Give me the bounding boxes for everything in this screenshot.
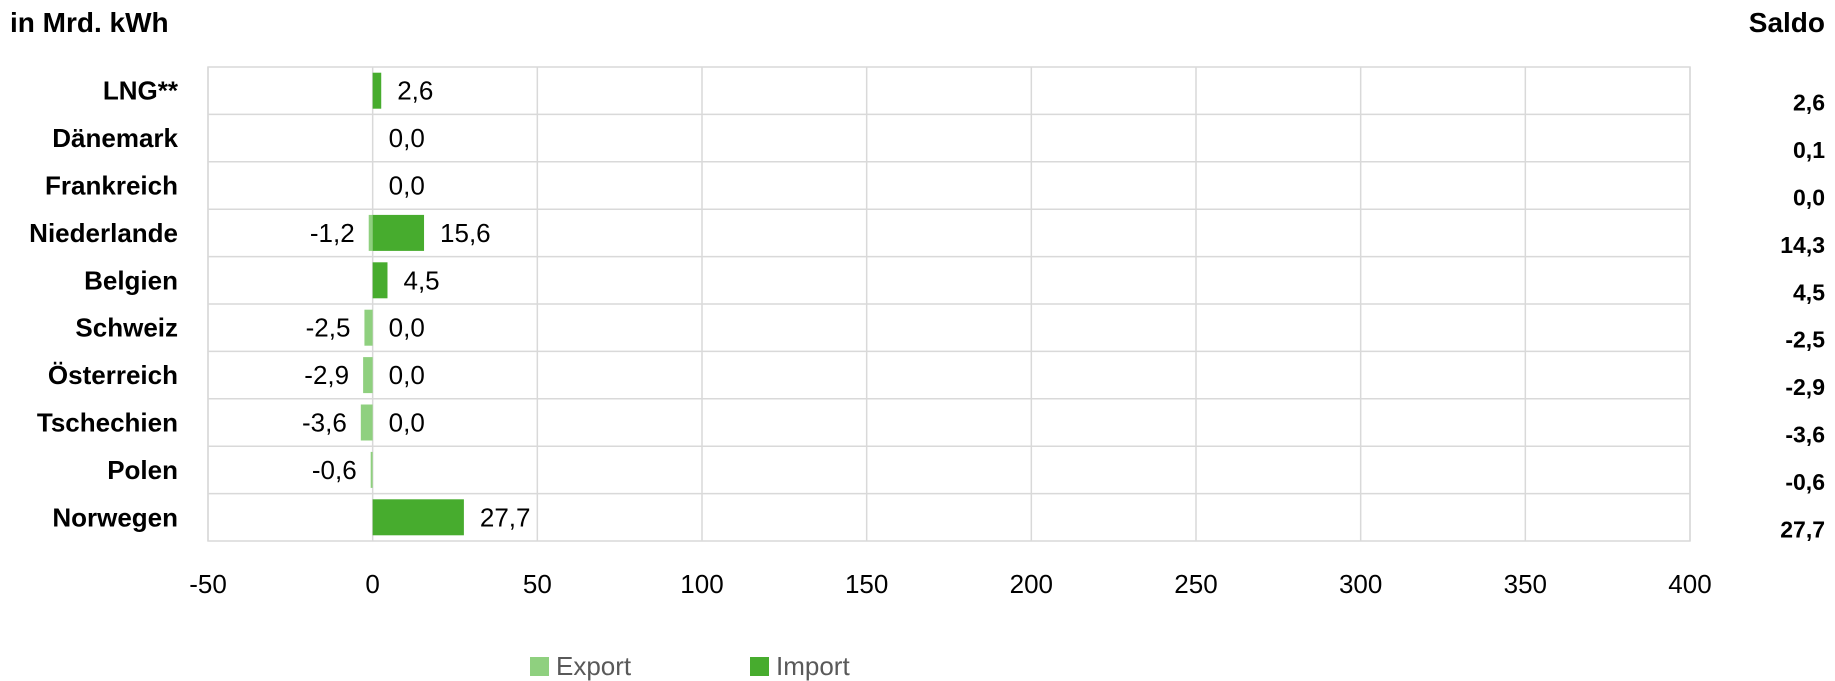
bar-import [372,262,388,299]
x-tick-label: -50 [189,569,227,599]
unit-label: in Mrd. kWh [10,7,169,38]
saldo-value: 0,1 [1793,137,1825,163]
category-label: Dänemark [52,123,178,153]
bar-import [372,499,464,536]
saldo-value: 2,6 [1793,90,1825,116]
bar-import [372,214,425,251]
saldo-value: -2,9 [1785,374,1825,400]
saldo-value: -2,5 [1785,327,1825,353]
data-label-export: -3,6 [302,408,347,438]
data-label-export: -1,2 [310,218,355,248]
x-tick-label: 100 [680,569,723,599]
category-label: Österreich [48,360,178,390]
labels: -50 0 50 100 150 200 250 300 350 400 LNG** 2,6 2,6 Dä… [29,76,1825,599]
data-label-export: -2,9 [304,360,349,390]
plot-grid [207,66,1691,542]
legend-swatch-import [750,657,769,676]
category-label: Polen [107,455,178,485]
data-label-import: 2,6 [397,76,433,106]
bar-export [360,404,373,441]
data-label-import: 4,5 [403,265,439,295]
data-label-import: 15,6 [440,218,491,248]
category-label: Belgien [84,265,178,295]
data-label-import: 0,0 [389,123,425,153]
saldo-value: -3,6 [1785,422,1825,448]
saldo-value: 27,7 [1780,516,1825,542]
category-label: Niederlande [29,218,178,248]
bar-export [363,357,373,394]
x-tick-label: 350 [1504,569,1547,599]
bar-export [368,214,373,251]
legend-swatch-export [530,657,549,676]
bar-export [370,451,373,488]
category-label: LNG** [103,76,179,106]
bars [360,72,464,536]
saldo-value: -0,6 [1785,469,1825,495]
x-tick-label: 400 [1668,569,1711,599]
x-tick-label: 50 [523,569,552,599]
legend-label-export: Export [556,651,632,681]
category-label: Tschechien [37,408,178,438]
data-label-import: 0,0 [389,171,425,201]
data-label-export: -2,5 [306,313,351,343]
x-tick-label: 0 [365,569,379,599]
bar-export [364,309,373,346]
data-label-export: -0,6 [312,455,357,485]
category-label: Norwegen [52,502,178,532]
saldo-value: 0,0 [1793,185,1825,211]
legend-label-import: Import [776,651,850,681]
bar-import [372,72,382,109]
saldo-value: 4,5 [1793,279,1825,305]
data-label-import: 0,0 [389,408,425,438]
x-tick-label: 300 [1339,569,1382,599]
saldo-value: 14,3 [1780,232,1825,258]
category-label: Schweiz [75,313,178,343]
x-tick-label: 250 [1174,569,1217,599]
category-label: Frankreich [45,171,178,201]
legend: Export Import [530,651,850,681]
saldo-header: Saldo [1749,7,1825,38]
x-tick-label: 150 [845,569,888,599]
data-label-import: 0,0 [389,313,425,343]
data-label-import: 0,0 [389,360,425,390]
data-label-import: 27,7 [480,502,531,532]
x-tick-label: 200 [1010,569,1053,599]
